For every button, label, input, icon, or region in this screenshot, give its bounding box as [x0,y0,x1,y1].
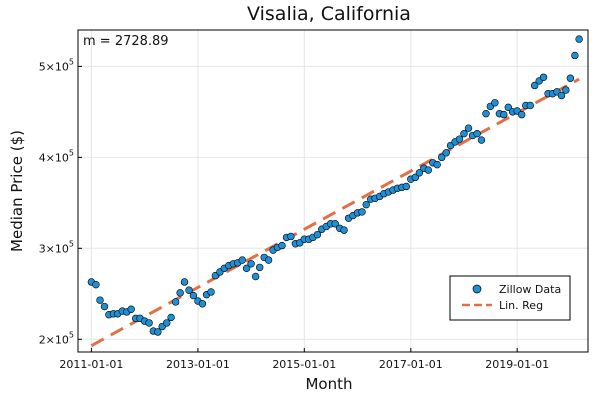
data-point [438,153,446,162]
data-point [154,328,162,336]
y-tick-label: 4×105 [39,148,74,164]
data-point [433,160,441,169]
data-point [238,256,246,264]
data-point [256,263,264,272]
data-point [287,232,295,241]
data-point [278,241,286,250]
data-point [491,99,499,107]
legend-label-linreg: Lin. Reg [499,299,543,312]
data-point [180,278,189,286]
data-point [504,103,512,112]
legend-box [449,275,571,321]
data-point [167,313,175,322]
chart-title: Visalia, California [247,3,411,25]
data-point [189,291,198,300]
legend: Zillow Data Lin. Reg [449,275,571,321]
data-point [145,319,153,327]
data-point [264,256,273,264]
data-point [163,319,171,327]
data-point [247,260,255,268]
data-point [455,135,464,143]
data-point [362,200,370,209]
data-point [500,110,508,119]
data-point [198,300,207,308]
x-tick-label: 2015-01-01 [272,358,336,371]
data-points [87,35,583,336]
data-point [473,129,481,138]
data-point [242,264,251,273]
data-point [340,226,348,234]
data-point [96,296,104,304]
x-ticks: 2011-01-01 2013-01-01 2015-01-01 2017-01-01… [59,348,549,371]
data-point [442,149,450,157]
data-point [517,110,526,119]
data-point [477,136,486,144]
data-point [526,101,534,110]
data-point [575,35,583,43]
data-point [566,74,575,82]
y-tick-label: 5×105 [39,57,74,73]
data-point [557,91,566,100]
legend-label-zillow: Zillow Data [499,283,561,296]
x-tick-label: 2017-01-01 [379,358,443,371]
y-axis-label: Median Price ($) [8,130,26,252]
data-point [411,173,420,182]
data-point [482,109,490,118]
data-point [207,288,215,296]
data-point [176,289,184,297]
data-point [460,129,468,138]
data-point [251,272,260,281]
data-point [562,86,570,94]
y-tick-label: 2×105 [39,330,74,346]
data-point [171,298,180,306]
data-point [127,305,135,313]
y-ticks: 2×105 3×105 4×105 5×105 [39,57,82,346]
data-point [358,208,366,216]
data-point [530,81,539,90]
data-point [424,166,432,174]
data-point [100,302,109,311]
data-point [402,182,410,191]
data-point [571,51,579,60]
slope-annotation: m = 2728.89 [83,34,169,49]
plot-frame [77,29,589,353]
data-point [313,230,322,239]
data-point [415,169,424,177]
x-axis-label: Month [305,375,352,393]
x-tick-label: 2019-01-01 [485,358,549,371]
data-point [539,73,548,81]
grid-lines [78,30,588,352]
legend-marker-zillow [472,284,482,294]
data-point [185,286,193,294]
data-point [464,124,473,132]
x-tick-label: 2013-01-01 [166,358,230,371]
x-tick-label: 2011-01-01 [59,358,123,371]
y-tick-label: 3×105 [39,239,74,255]
data-point [331,220,339,228]
data-point [92,280,100,289]
